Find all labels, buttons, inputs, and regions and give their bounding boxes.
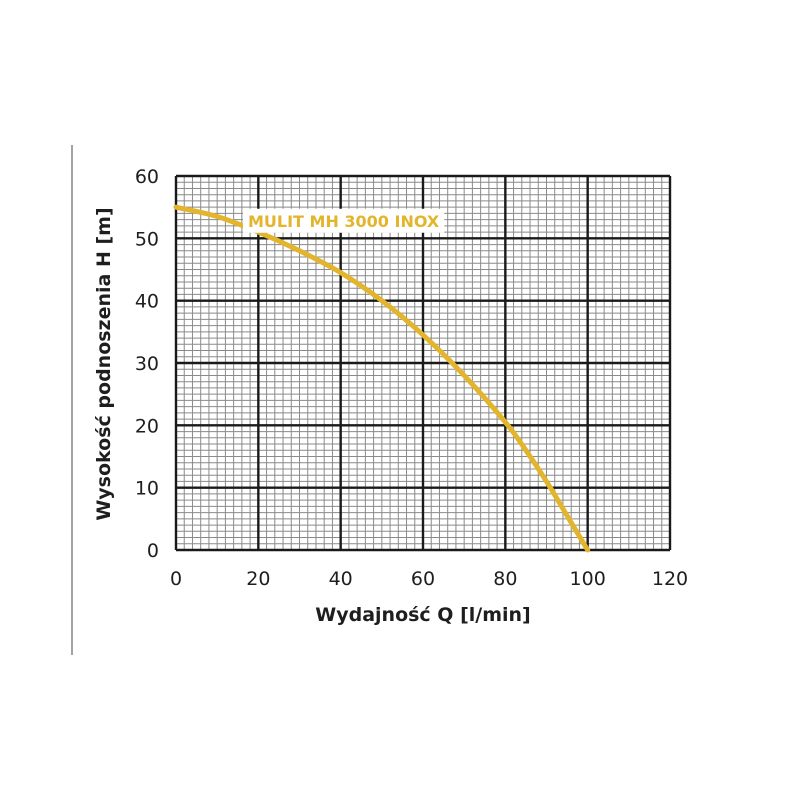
y-axis-title: Wysokość podnoszenia H [m] xyxy=(93,207,115,520)
y-tick-label: 10 xyxy=(135,478,159,500)
series-label: MULIT MH 3000 INOX xyxy=(248,212,440,231)
y-tick-label: 0 xyxy=(147,540,159,562)
x-tick-label: 40 xyxy=(329,568,353,590)
x-tick-label: 80 xyxy=(493,568,517,590)
major-gridlines xyxy=(174,174,672,552)
y-tick-label: 20 xyxy=(135,415,159,437)
y-tick-label: 40 xyxy=(135,291,159,313)
tick-labels: 0 20 40 60 80 100 120 0 10 20 30 40 50 60 xyxy=(135,166,688,590)
x-axis-title: Wydajność Q [l/min] xyxy=(315,604,530,626)
y-tick-label: 30 xyxy=(135,353,159,375)
y-tick-label: 60 xyxy=(135,166,159,188)
x-tick-label: 100 xyxy=(570,568,606,590)
x-tick-label: 20 xyxy=(246,568,270,590)
x-tick-label: 120 xyxy=(652,568,688,590)
x-tick-label: 0 xyxy=(170,568,182,590)
x-tick-label: 60 xyxy=(411,568,435,590)
y-tick-label: 50 xyxy=(135,228,159,250)
series-label-background xyxy=(242,208,445,233)
series-layer: MULIT MH 3000 INOX xyxy=(173,204,591,553)
